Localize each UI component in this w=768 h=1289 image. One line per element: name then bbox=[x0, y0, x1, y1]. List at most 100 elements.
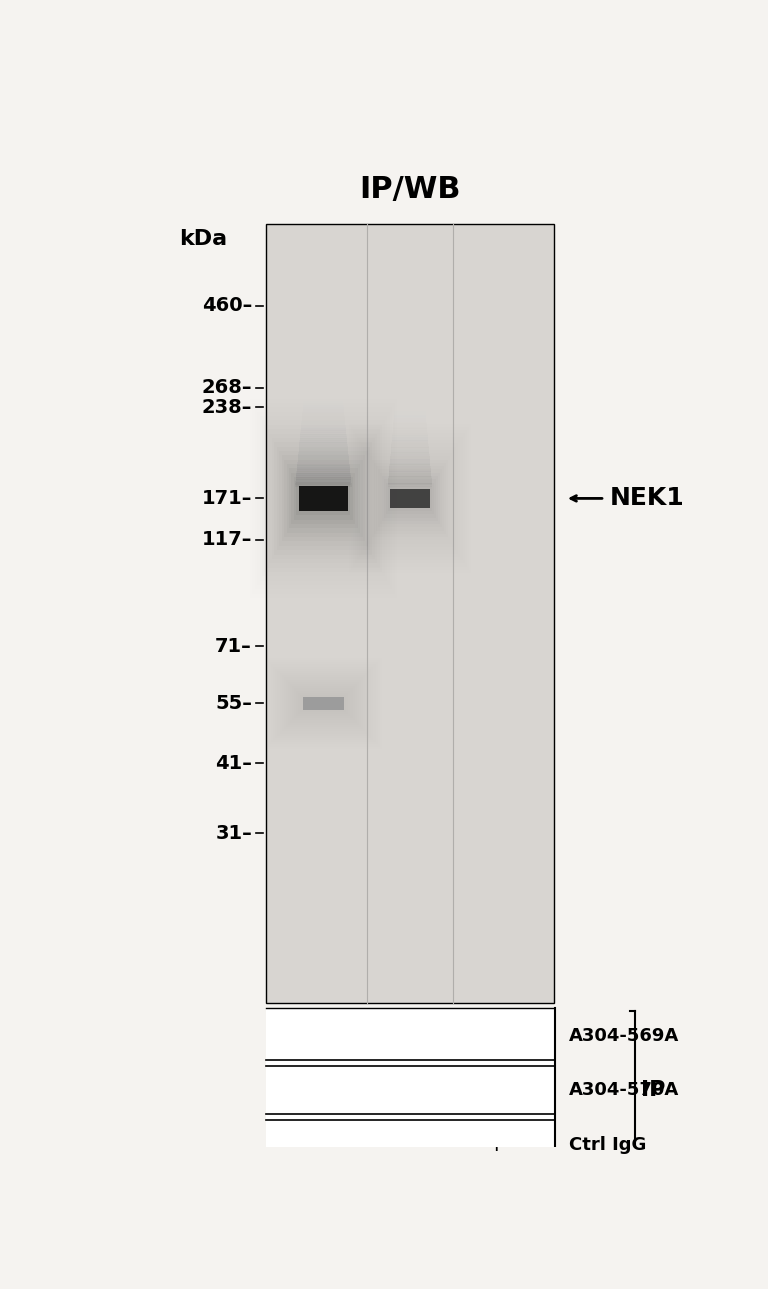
Bar bbox=[384, 480, 436, 518]
Bar bbox=[296, 480, 351, 483]
Bar bbox=[395, 402, 425, 406]
Bar bbox=[382, 476, 439, 521]
Bar bbox=[394, 412, 425, 416]
Text: kDa: kDa bbox=[179, 229, 227, 249]
Bar bbox=[392, 442, 429, 446]
Bar bbox=[263, 656, 384, 751]
Bar bbox=[362, 443, 458, 553]
Bar bbox=[394, 415, 426, 419]
Bar bbox=[392, 431, 427, 434]
Bar bbox=[298, 456, 349, 460]
Text: A304-569A: A304-569A bbox=[569, 1026, 680, 1044]
Bar bbox=[395, 410, 425, 414]
Bar bbox=[392, 441, 429, 445]
Bar bbox=[388, 480, 432, 483]
Bar bbox=[296, 477, 351, 482]
Text: 460–: 460– bbox=[202, 296, 252, 316]
Text: -: - bbox=[319, 1080, 327, 1100]
Bar bbox=[280, 673, 367, 733]
Bar bbox=[356, 433, 465, 563]
Bar bbox=[390, 461, 430, 465]
Bar bbox=[389, 474, 432, 478]
Bar bbox=[264, 425, 382, 572]
Bar bbox=[394, 416, 426, 420]
Bar bbox=[389, 469, 431, 473]
Bar bbox=[388, 483, 432, 487]
Bar bbox=[303, 400, 343, 403]
Bar bbox=[252, 403, 395, 594]
Text: 117–: 117– bbox=[201, 530, 252, 549]
Bar bbox=[255, 407, 392, 589]
Bar bbox=[395, 405, 425, 409]
Bar bbox=[378, 469, 442, 527]
Bar bbox=[393, 427, 427, 431]
Bar bbox=[396, 401, 425, 405]
Bar bbox=[303, 405, 344, 410]
Bar bbox=[394, 418, 426, 422]
Bar bbox=[396, 400, 425, 403]
Bar bbox=[288, 682, 359, 724]
Bar bbox=[349, 424, 471, 574]
Bar bbox=[300, 438, 347, 442]
Bar bbox=[373, 463, 446, 534]
Bar bbox=[301, 424, 346, 429]
Bar bbox=[267, 429, 380, 567]
Bar bbox=[296, 472, 350, 476]
Bar bbox=[303, 401, 343, 406]
Bar bbox=[394, 411, 425, 415]
Bar bbox=[299, 449, 348, 452]
Bar bbox=[303, 411, 344, 415]
Bar bbox=[298, 458, 349, 461]
Bar bbox=[388, 486, 432, 510]
Bar bbox=[296, 468, 350, 472]
Text: 171–: 171– bbox=[201, 489, 252, 508]
Bar bbox=[390, 458, 430, 461]
Text: Ctrl IgG: Ctrl IgG bbox=[569, 1136, 647, 1154]
Bar bbox=[392, 436, 428, 440]
Bar bbox=[303, 412, 345, 418]
Bar bbox=[266, 1008, 554, 1172]
Bar bbox=[266, 224, 554, 1003]
Bar bbox=[389, 463, 430, 467]
Bar bbox=[301, 423, 346, 427]
Bar bbox=[300, 695, 346, 712]
Bar bbox=[353, 431, 466, 567]
Bar bbox=[300, 432, 346, 437]
Bar bbox=[303, 403, 343, 407]
Bar bbox=[359, 440, 461, 557]
Bar bbox=[298, 692, 349, 714]
Bar bbox=[280, 451, 368, 545]
Bar bbox=[390, 456, 430, 460]
Bar bbox=[298, 452, 349, 456]
Bar bbox=[300, 436, 347, 441]
Bar bbox=[302, 420, 346, 425]
Bar bbox=[302, 419, 345, 423]
Bar bbox=[393, 422, 426, 425]
Text: A304-570A: A304-570A bbox=[569, 1081, 680, 1100]
Bar bbox=[274, 442, 372, 554]
Bar bbox=[296, 691, 350, 717]
Text: -: - bbox=[406, 1134, 414, 1155]
Text: +: + bbox=[488, 1134, 505, 1155]
Bar bbox=[294, 477, 353, 519]
Bar bbox=[395, 406, 425, 410]
Bar bbox=[296, 476, 351, 480]
Bar bbox=[297, 465, 349, 469]
Bar bbox=[302, 416, 345, 422]
Bar bbox=[390, 454, 429, 458]
Text: -: - bbox=[319, 1134, 327, 1155]
Bar bbox=[289, 468, 358, 528]
Bar bbox=[391, 451, 429, 455]
Bar bbox=[390, 489, 430, 508]
Bar bbox=[282, 675, 365, 731]
Bar bbox=[305, 388, 342, 392]
Bar bbox=[379, 473, 440, 525]
Bar bbox=[389, 468, 431, 472]
Bar bbox=[300, 431, 346, 434]
Bar bbox=[272, 438, 375, 559]
Bar bbox=[386, 482, 434, 514]
Bar bbox=[388, 482, 432, 486]
Bar bbox=[301, 427, 346, 431]
Bar bbox=[357, 437, 462, 561]
Bar bbox=[352, 427, 468, 570]
